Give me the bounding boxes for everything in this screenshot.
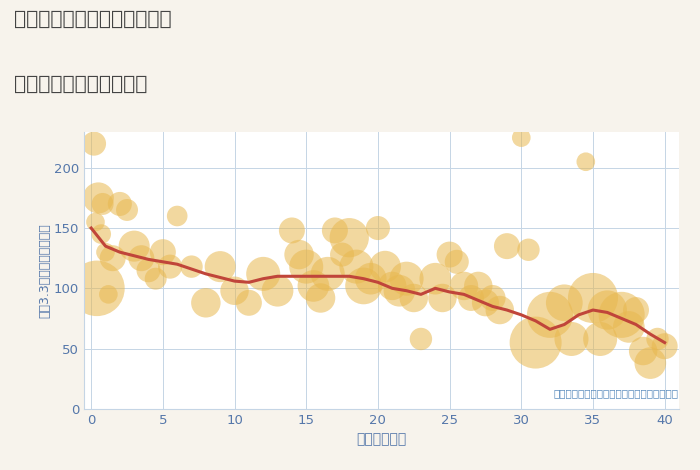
Y-axis label: 坪（3.3㎡）単価（万円）: 坪（3.3㎡）単価（万円） <box>38 223 51 318</box>
Point <box>480 299 491 306</box>
Point <box>150 275 161 282</box>
Point <box>300 263 312 270</box>
Point <box>107 254 118 262</box>
Point <box>293 251 304 258</box>
Point <box>100 249 111 256</box>
Point <box>244 299 255 306</box>
Point <box>379 263 391 270</box>
Point <box>545 311 556 319</box>
Point <box>444 251 455 258</box>
Point <box>394 287 405 295</box>
Point <box>587 294 598 302</box>
Point <box>136 254 147 262</box>
Point <box>594 335 606 343</box>
Point <box>114 200 125 208</box>
Point <box>494 306 505 314</box>
Point <box>623 323 634 331</box>
Point <box>458 282 470 290</box>
Point <box>315 294 326 302</box>
Point <box>286 227 297 234</box>
Point <box>272 287 284 295</box>
Point <box>308 282 319 290</box>
Point <box>652 335 663 343</box>
Point <box>372 224 384 232</box>
X-axis label: 築年数（年）: 築年数（年） <box>356 432 407 446</box>
Point <box>501 243 512 250</box>
Point <box>530 339 541 346</box>
Point <box>559 299 570 306</box>
Point <box>229 287 240 295</box>
Point <box>200 299 211 306</box>
Point <box>103 290 114 298</box>
Point <box>659 343 671 350</box>
Point <box>430 275 441 282</box>
Point <box>92 194 104 202</box>
Point <box>158 249 169 256</box>
Point <box>473 282 484 290</box>
Text: 神奈川県横浜市南区永田東の: 神奈川県横浜市南区永田東の <box>14 9 172 28</box>
Point <box>351 263 362 270</box>
Point <box>386 282 398 290</box>
Point <box>580 158 592 165</box>
Point <box>616 311 627 319</box>
Point <box>401 275 412 282</box>
Point <box>97 200 108 208</box>
Point <box>121 206 132 214</box>
Point <box>164 263 176 270</box>
Point <box>129 243 140 250</box>
Point <box>91 284 102 292</box>
Point <box>172 212 183 220</box>
Point <box>415 335 426 343</box>
Point <box>90 218 101 226</box>
Point <box>631 306 642 314</box>
Point <box>358 282 369 290</box>
Point <box>408 294 419 302</box>
Point <box>186 263 197 270</box>
Text: 円の大きさは、取引のあった物件面積を示す: 円の大きさは、取引のあった物件面積を示す <box>554 388 679 398</box>
Point <box>516 134 527 141</box>
Point <box>96 230 107 238</box>
Point <box>329 227 340 234</box>
Point <box>322 270 333 278</box>
Point <box>88 140 99 148</box>
Point <box>452 258 463 266</box>
Point <box>566 335 577 343</box>
Point <box>523 246 534 253</box>
Point <box>365 275 377 282</box>
Point <box>258 270 269 278</box>
Point <box>437 294 448 302</box>
Point <box>466 294 477 302</box>
Point <box>487 294 498 302</box>
Point <box>638 347 649 355</box>
Point <box>645 360 656 367</box>
Point <box>602 306 613 314</box>
Text: 築年数別中古戸建て価格: 築年数別中古戸建て価格 <box>14 75 148 94</box>
Point <box>344 234 355 242</box>
Point <box>143 266 154 274</box>
Point <box>215 263 226 270</box>
Point <box>337 251 348 258</box>
